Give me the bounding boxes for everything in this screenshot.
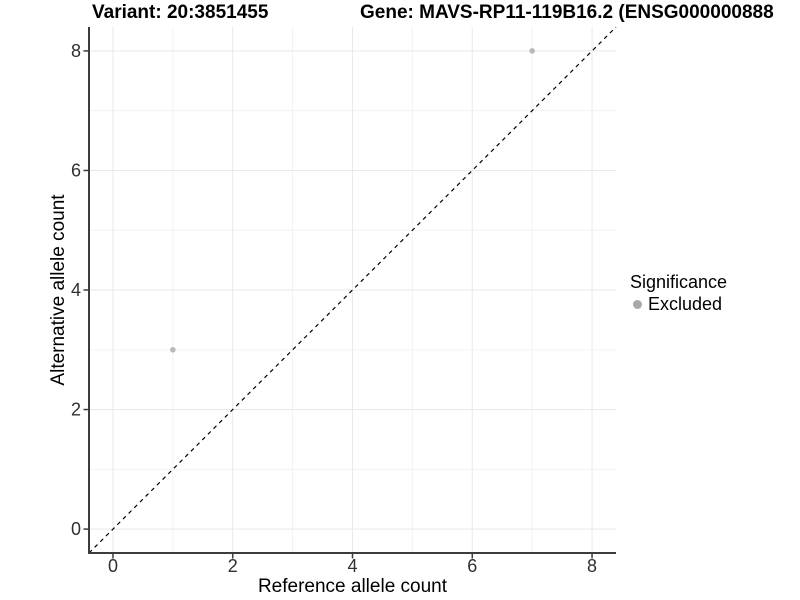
x-tick-label: 8	[587, 556, 597, 576]
x-tick-label: 6	[467, 556, 477, 576]
y-tick-label: 6	[71, 160, 81, 180]
legend-title: Significance	[630, 272, 728, 292]
x-axis-title: Reference allele count	[258, 576, 448, 597]
y-tick-label: 0	[71, 519, 81, 539]
variant-title: Variant: 20:3851455	[92, 2, 269, 23]
x-tick-label: 4	[347, 556, 357, 576]
y-axis-title: Alternative allele count	[48, 194, 69, 386]
legend-key-dot-icon	[633, 299, 642, 309]
data-point-excluded	[170, 346, 176, 353]
data-point-excluded	[529, 48, 535, 54]
y-tick-label: 8	[71, 41, 81, 61]
y-tick-label: 2	[71, 400, 81, 420]
gene-title: Gene: MAVS-RP11-119B16.2 (ENSG000000888	[360, 2, 774, 23]
legend-entry-excluded: Excluded	[630, 295, 727, 313]
legend-entry-label: Excluded	[648, 294, 723, 314]
y-tick-label: 4	[71, 280, 81, 300]
x-tick-label: 0	[108, 556, 118, 576]
x-tick-label: 2	[228, 556, 238, 576]
legend: Significance Excluded	[630, 272, 727, 313]
